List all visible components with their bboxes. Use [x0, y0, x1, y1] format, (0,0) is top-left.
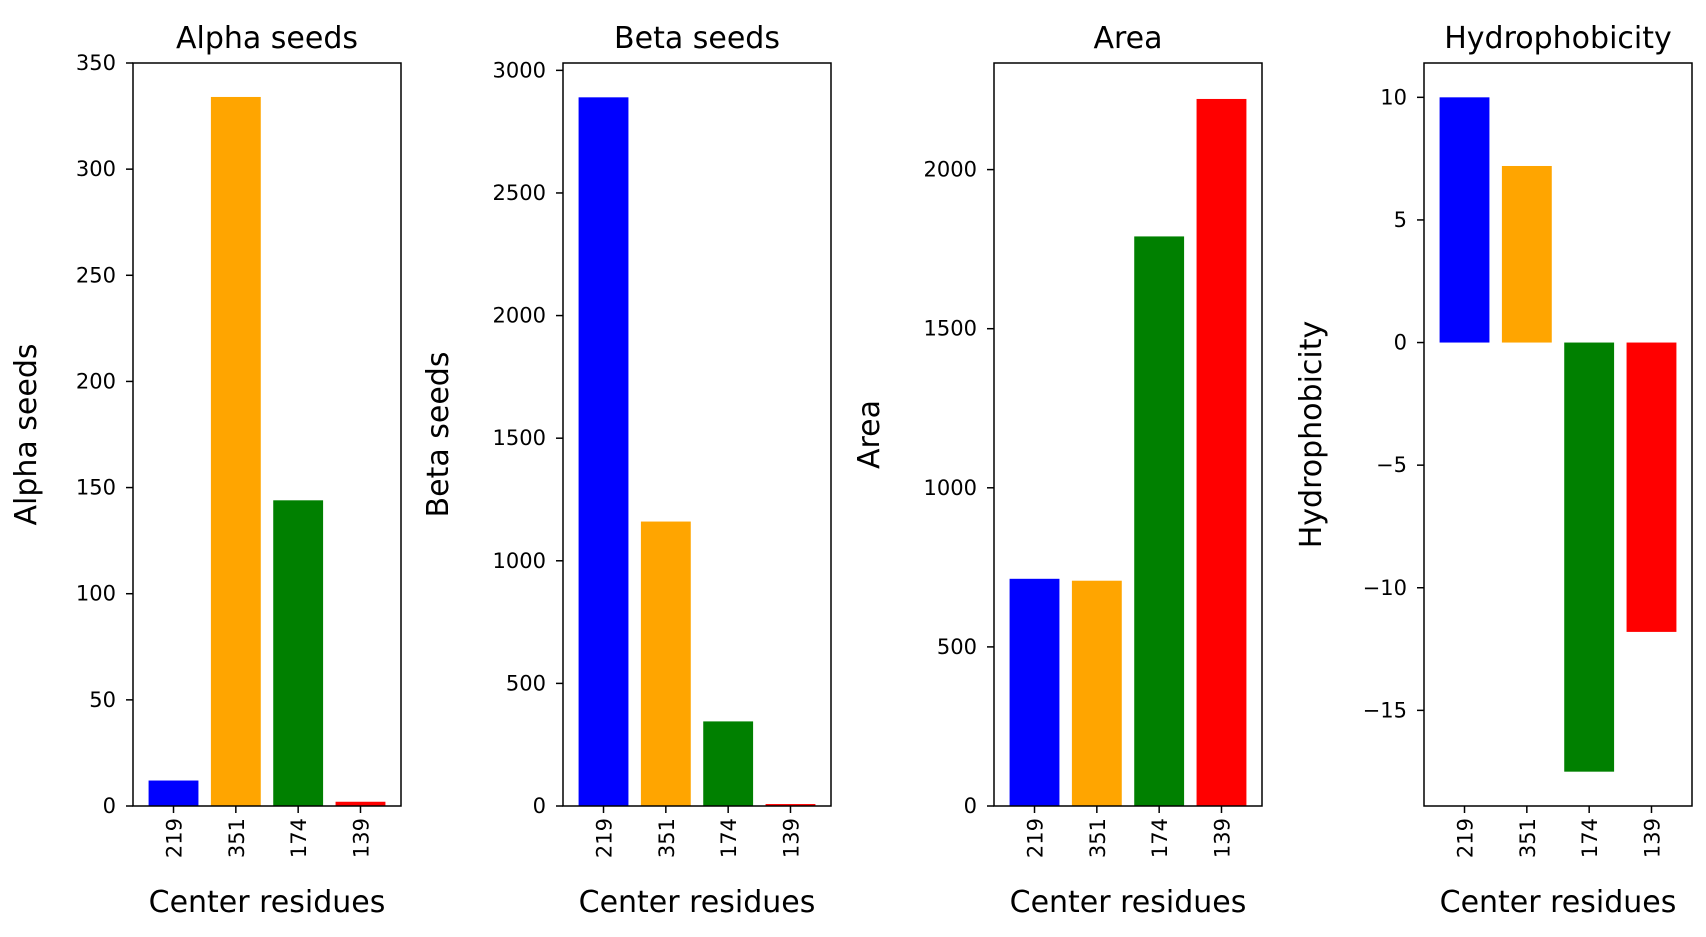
y-tick-label: 2500 — [493, 181, 546, 205]
chart-title: Hydrophobicity — [1444, 21, 1672, 56]
chart-title: Alpha seeds — [176, 21, 358, 56]
axes-frame — [1423, 62, 1693, 807]
x-tick-label: 139 — [1210, 818, 1234, 858]
y-tick-label: 1500 — [924, 317, 977, 341]
x-tick-label: 139 — [1640, 818, 1664, 858]
x-tick-label: 219 — [1454, 818, 1478, 858]
x-tick-label: 219 — [1024, 818, 1048, 858]
y-tick-label: 0 — [533, 794, 546, 818]
bar-219 — [1439, 97, 1490, 343]
y-tick-label: 3000 — [493, 58, 546, 82]
x-tick-label: 174 — [1578, 818, 1602, 858]
y-axis-label: Hydrophobicity — [1294, 321, 1329, 549]
x-tick-label: 351 — [1516, 818, 1540, 858]
x-tick-label: 351 — [655, 818, 679, 858]
y-tick-label: 10 — [1380, 85, 1407, 109]
x-tick-label: 174 — [287, 818, 311, 858]
y-tick-label: 50 — [89, 688, 116, 712]
y-tick-label: 0 — [103, 794, 116, 818]
bar-219 — [148, 780, 199, 806]
bar-174 — [273, 500, 324, 806]
bar-219 — [1009, 578, 1060, 806]
y-axis-label: Area — [852, 400, 887, 469]
axes-frame — [993, 62, 1263, 807]
bar-139 — [1196, 98, 1247, 807]
x-tick-label: 174 — [717, 818, 741, 858]
chart-panel-2: 219 351 174 139 0 500 1000 1500 2000 2500 3000 Beta… — [421, 21, 832, 920]
y-tick-label: 1500 — [493, 426, 546, 450]
y-tick-label: 200 — [76, 369, 116, 393]
x-tick-label: 219 — [163, 818, 187, 858]
bar-351 — [1071, 580, 1122, 806]
chart-panel-3: 219 351 174 139 0 500 1000 1500 2000 Area Center r… — [852, 21, 1263, 920]
y-tick-label: 500 — [506, 671, 546, 695]
bar-174 — [1134, 236, 1185, 807]
chart-title: Area — [1093, 21, 1162, 56]
y-tick-label: 0 — [964, 794, 977, 818]
bar-351 — [210, 96, 261, 807]
y-tick-label: 5 — [1394, 208, 1407, 232]
bar-351 — [1501, 165, 1552, 343]
x-tick-label: 219 — [593, 818, 617, 858]
axes-frame — [132, 62, 402, 807]
x-tick-label: 351 — [1086, 818, 1110, 858]
bar-139 — [765, 804, 816, 806]
y-tick-label: −10 — [1363, 576, 1407, 600]
y-tick-label: −5 — [1376, 453, 1407, 477]
bar-174 — [1564, 342, 1615, 772]
y-tick-label: 350 — [76, 51, 116, 75]
bar-174 — [703, 721, 754, 806]
y-axis-label: Beta seeds — [421, 352, 456, 518]
x-tick-label: 351 — [225, 818, 249, 858]
x-tick-label: 174 — [1148, 818, 1172, 858]
bar-139 — [1626, 342, 1677, 632]
y-tick-label: 150 — [76, 476, 116, 500]
x-tick-label: 139 — [349, 818, 373, 858]
chart-panel-4: 219 351 174 139 −15 −10 −5 0 5 10 Hydrophobicity Ce… — [1294, 21, 1693, 920]
axes-frame — [562, 62, 832, 807]
x-axis-label: Center residues — [1010, 885, 1247, 920]
x-axis-label: Center residues — [1440, 885, 1677, 920]
y-tick-label: 250 — [76, 263, 116, 287]
y-tick-label: 300 — [76, 157, 116, 181]
bar-219 — [578, 97, 629, 807]
y-tick-label: −15 — [1363, 698, 1407, 722]
bar-351 — [640, 521, 691, 806]
x-tick-label: 139 — [779, 818, 803, 858]
y-tick-label: 2000 — [493, 304, 546, 328]
y-tick-label: 500 — [937, 635, 977, 659]
y-axis-label: Alpha seeds — [9, 343, 44, 525]
bar-139 — [335, 801, 386, 806]
x-axis-label: Center residues — [579, 885, 816, 920]
x-axis-label: Center residues — [149, 885, 386, 920]
y-tick-label: 1000 — [924, 476, 977, 500]
chart-panel-1: 219 351 174 139 0 50 100 150 200 250 300 350 Alpha s… — [9, 21, 402, 920]
y-tick-label: 1000 — [493, 549, 546, 573]
chart-title: Beta seeds — [614, 21, 780, 56]
y-tick-label: 100 — [76, 582, 116, 606]
y-tick-label: 2000 — [924, 158, 977, 182]
y-tick-label: 0 — [1394, 331, 1407, 355]
